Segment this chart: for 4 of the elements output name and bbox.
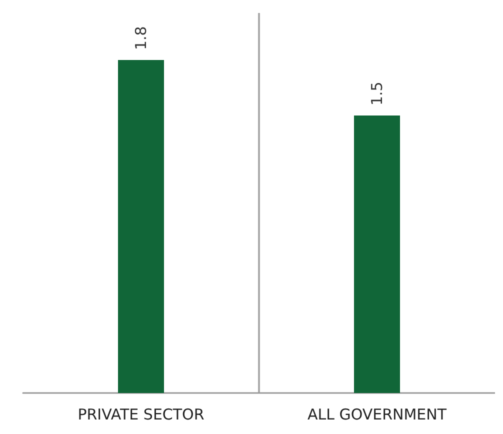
x-tick-label: ALL GOVERNMENT: [307, 406, 448, 424]
data-label: 1.8: [132, 26, 150, 50]
data-label: 1.5: [368, 82, 386, 106]
x-tick-label: PRIVATE SECTOR: [78, 406, 204, 424]
